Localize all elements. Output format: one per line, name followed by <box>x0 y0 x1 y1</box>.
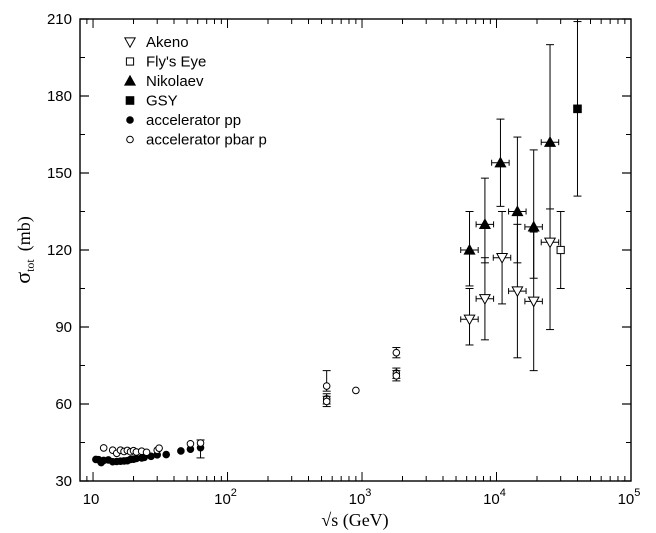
y-tick-label: 120 <box>47 242 72 259</box>
point-akeno <box>496 253 509 264</box>
point-accelerator-pbar-p <box>186 439 195 448</box>
legend-marker <box>126 116 134 124</box>
point-akeno <box>543 237 557 249</box>
x-axis-label: √s (GeV) <box>321 510 388 531</box>
legend-label: Nikolaev <box>146 73 204 90</box>
x-tick-label-base: 10 <box>618 491 635 508</box>
legend-label: Fly's Eye <box>146 54 206 71</box>
point-accelerator-pp <box>177 447 185 455</box>
y-tick-label: 150 <box>47 165 72 182</box>
point-accelerator-pbar-p <box>322 382 331 390</box>
x-tick-label-base: 10 <box>214 491 231 508</box>
point-akeno <box>463 314 476 326</box>
point-nikolaev <box>478 218 491 229</box>
point-flys-eye <box>556 245 565 255</box>
x-tick-label: 10 <box>83 491 100 508</box>
plot-frame <box>79 18 632 482</box>
legend-label: GSY <box>146 93 178 110</box>
point-accelerator-pp <box>162 450 171 459</box>
data-marks <box>92 21 582 467</box>
y-tick-label: 180 <box>47 88 72 105</box>
point-nikolaev <box>543 135 557 147</box>
x-tick-label: 103 <box>349 487 372 508</box>
point-akeno <box>478 294 491 305</box>
x-tick-label-exponent: 3 <box>365 487 371 499</box>
y-axis-label: σtot (mb) <box>10 216 37 284</box>
legend: Akeno Fly's Eye Nikolaev GSY accelerator pp a… <box>123 34 267 149</box>
point-accelerator-pbar-p <box>155 444 163 452</box>
point-nikolaev <box>511 205 524 217</box>
x-tick-label-exponent: 4 <box>500 487 506 499</box>
y-axis-label-subscript: tot <box>23 259 37 272</box>
x-tick-label-base: 10 <box>483 491 500 508</box>
y-axis-label-symbol: σ <box>10 272 35 284</box>
x-tick-label-exponent: 2 <box>231 487 237 499</box>
point-akeno <box>527 296 540 308</box>
point-accelerator-pbar-p <box>196 439 205 447</box>
x-tick-label: 102 <box>214 487 237 508</box>
y-tick-label: 30 <box>55 473 72 490</box>
point-accelerator-pbar-p <box>352 386 360 395</box>
point-nikolaev <box>463 243 476 255</box>
point-accelerator-pbar-p <box>99 444 108 452</box>
point-gsy <box>573 104 582 114</box>
legend-marker <box>123 74 137 86</box>
y-tick-label: 60 <box>55 396 72 413</box>
point-akeno <box>511 286 524 298</box>
y-tick-label: 90 <box>55 319 72 336</box>
point-nikolaev <box>494 156 507 168</box>
point-accelerator-pbar-p <box>392 348 401 357</box>
point-accelerator-pbar-p <box>392 371 401 380</box>
x-tick-label-base: 10 <box>83 491 100 508</box>
x-tick-label-exponent: 5 <box>634 487 640 499</box>
y-tick-label: 210 <box>47 11 72 28</box>
legend-label: accelerator pp <box>146 112 241 129</box>
y-axis-label-unit: (mb) <box>14 216 35 251</box>
point-accelerator-pbar-p <box>142 448 151 457</box>
x-tick-label: 104 <box>483 487 506 508</box>
axis-labels: √s (GeV) σtot (mb) <box>10 216 389 531</box>
x-tick-label: 105 <box>618 487 641 508</box>
legend-marker <box>125 96 135 105</box>
x-tick-label-base: 10 <box>349 491 366 508</box>
point-nikolaev <box>527 220 540 232</box>
point-accelerator-pbar-p <box>322 397 331 406</box>
legend-label: Akeno <box>146 34 189 51</box>
legend-label: accelerator pbar p <box>146 132 267 149</box>
legend-marker <box>123 37 137 49</box>
legend-marker <box>125 57 135 66</box>
legend-marker <box>126 135 134 144</box>
